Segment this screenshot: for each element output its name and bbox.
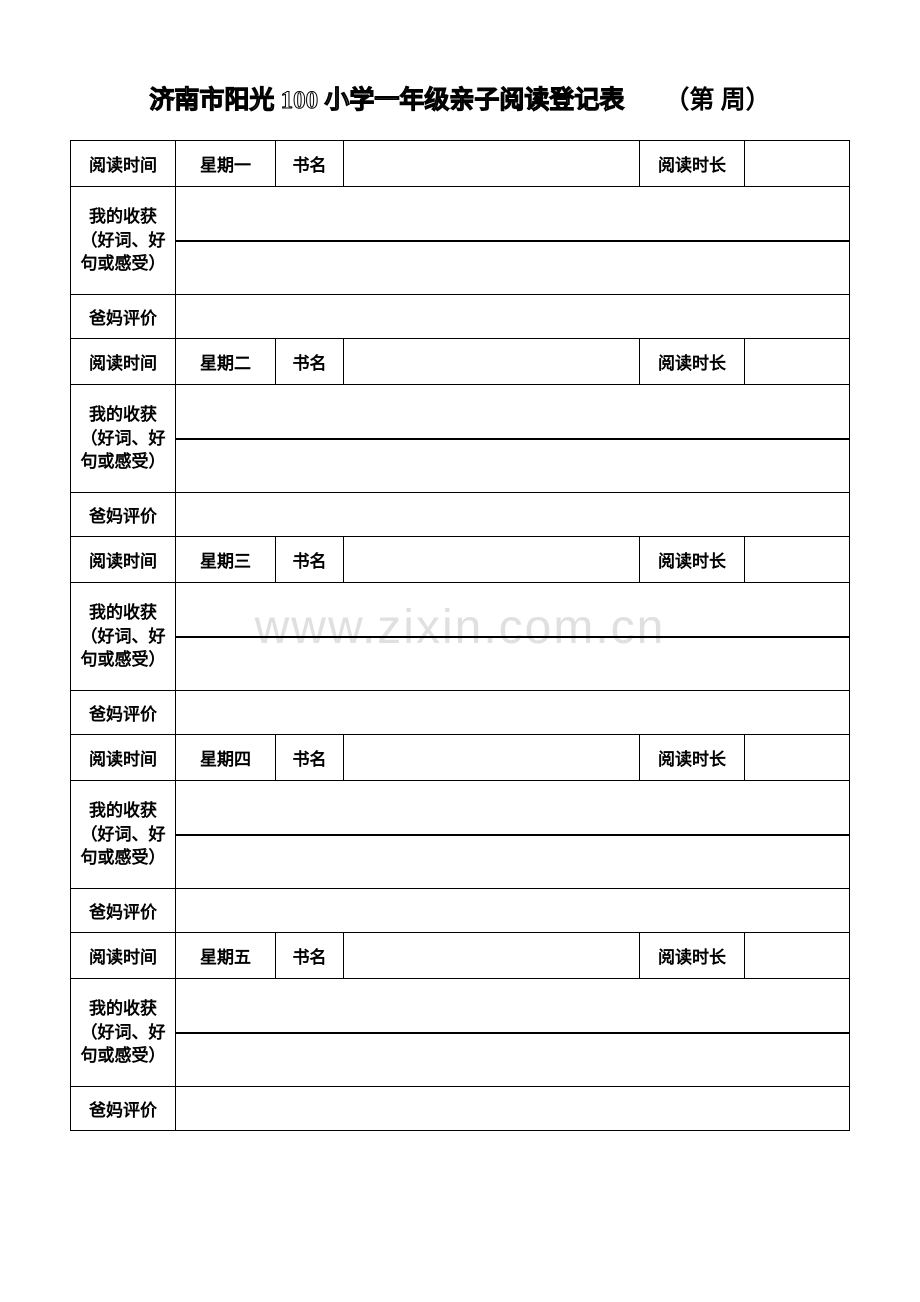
label-reading-duration: 阅读时长 [640, 339, 745, 385]
input-parent-eval[interactable] [176, 889, 850, 933]
label-book-name: 书名 [276, 141, 344, 187]
table-row: 爸妈评价 [71, 493, 850, 537]
table-row: 我的收获（好词、好句或感受） [71, 979, 850, 1087]
label-parent-eval: 爸妈评价 [71, 493, 176, 537]
label-parent-eval: 爸妈评价 [71, 1087, 176, 1131]
label-parent-eval: 爸妈评价 [71, 295, 176, 339]
label-reading-time: 阅读时间 [71, 735, 176, 781]
table-row: 我的收获（好词、好句或感受） [71, 583, 850, 691]
day-fri: 星期五 [176, 933, 276, 979]
label-book-name: 书名 [276, 537, 344, 583]
input-book-name[interactable] [344, 933, 640, 979]
title-main: 济南市阳光 100 小学一年级亲子阅读登记表 [149, 87, 624, 114]
input-book-name[interactable] [344, 735, 640, 781]
label-book-name: 书名 [276, 735, 344, 781]
table-row: 爸妈评价 [71, 691, 850, 735]
title-week: （第 周） [664, 87, 770, 114]
table-row: 爸妈评价 [71, 1087, 850, 1131]
label-my-harvest: 我的收获（好词、好句或感受） [71, 979, 176, 1087]
input-reading-duration[interactable] [745, 339, 850, 385]
table-row: 爸妈评价 [71, 889, 850, 933]
input-harvest[interactable] [176, 187, 850, 295]
table-row: 我的收获（好词、好句或感受） [71, 385, 850, 493]
input-reading-duration[interactable] [745, 933, 850, 979]
input-reading-duration[interactable] [745, 141, 850, 187]
table-row: 爸妈评价 [71, 295, 850, 339]
input-book-name[interactable] [344, 141, 640, 187]
label-reading-duration: 阅读时长 [640, 735, 745, 781]
page-title: 济南市阳光 100 小学一年级亲子阅读登记表 （第 周） [70, 80, 850, 116]
input-parent-eval[interactable] [176, 1087, 850, 1131]
input-harvest[interactable] [176, 781, 850, 889]
table-row: 阅读时间 星期二 书名 阅读时长 [71, 339, 850, 385]
input-reading-duration[interactable] [745, 537, 850, 583]
table-row: 阅读时间 星期一 书名 阅读时长 [71, 141, 850, 187]
label-my-harvest: 我的收获（好词、好句或感受） [71, 583, 176, 691]
day-thu: 星期四 [176, 735, 276, 781]
input-book-name[interactable] [344, 339, 640, 385]
input-parent-eval[interactable] [176, 295, 850, 339]
table-row: 我的收获（好词、好句或感受） [71, 187, 850, 295]
day-mon: 星期一 [176, 141, 276, 187]
reading-log-table: 阅读时间 星期一 书名 阅读时长 我的收获（好词、好句或感受） 爸妈评价 阅读时… [70, 140, 850, 1131]
label-reading-time: 阅读时间 [71, 933, 176, 979]
label-reading-time: 阅读时间 [71, 537, 176, 583]
table-row: 阅读时间 星期五 书名 阅读时长 [71, 933, 850, 979]
label-book-name: 书名 [276, 339, 344, 385]
label-parent-eval: 爸妈评价 [71, 691, 176, 735]
input-book-name[interactable] [344, 537, 640, 583]
day-tue: 星期二 [176, 339, 276, 385]
table-row: 阅读时间 星期三 书名 阅读时长 [71, 537, 850, 583]
input-parent-eval[interactable] [176, 493, 850, 537]
input-harvest[interactable] [176, 385, 850, 493]
label-my-harvest: 我的收获（好词、好句或感受） [71, 781, 176, 889]
label-book-name: 书名 [276, 933, 344, 979]
label-reading-duration: 阅读时长 [640, 933, 745, 979]
day-wed: 星期三 [176, 537, 276, 583]
table-row: 阅读时间 星期四 书名 阅读时长 [71, 735, 850, 781]
label-reading-time: 阅读时间 [71, 141, 176, 187]
label-my-harvest: 我的收获（好词、好句或感受） [71, 385, 176, 493]
label-my-harvest: 我的收获（好词、好句或感受） [71, 187, 176, 295]
table-row: 我的收获（好词、好句或感受） [71, 781, 850, 889]
input-parent-eval[interactable] [176, 691, 850, 735]
input-harvest[interactable] [176, 583, 850, 691]
label-parent-eval: 爸妈评价 [71, 889, 176, 933]
label-reading-time: 阅读时间 [71, 339, 176, 385]
input-reading-duration[interactable] [745, 735, 850, 781]
label-reading-duration: 阅读时长 [640, 537, 745, 583]
label-reading-duration: 阅读时长 [640, 141, 745, 187]
input-harvest[interactable] [176, 979, 850, 1087]
